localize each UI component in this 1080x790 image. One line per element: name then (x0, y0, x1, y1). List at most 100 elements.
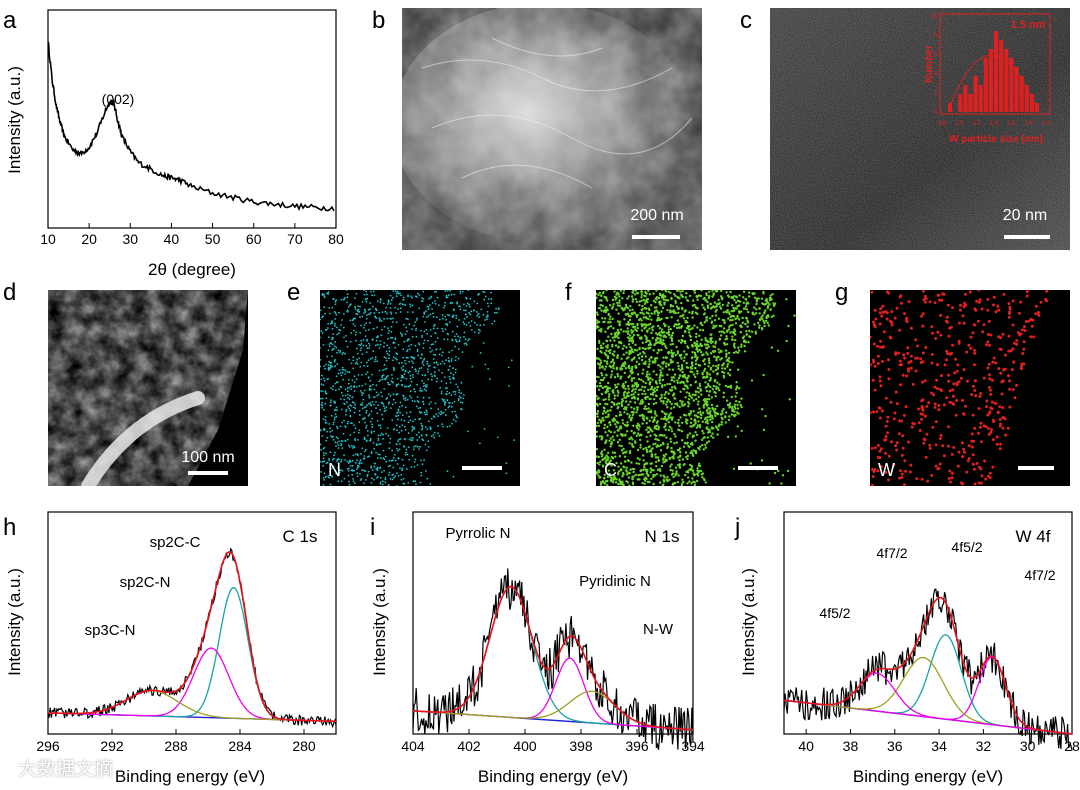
eds-signal-dot (342, 378, 344, 381)
eds-signal-dot (350, 362, 353, 365)
eds-signal-dot (697, 415, 700, 419)
eds-signal-dot (389, 337, 392, 339)
eds-signal-dot (403, 482, 406, 485)
eds-signal-dot (656, 468, 660, 472)
eds-signal-dot (606, 425, 609, 429)
eds-signal-dot (426, 316, 428, 319)
eds-signal-dot (623, 407, 626, 411)
eds-signal-dot (692, 410, 695, 413)
eds-signal-dot (448, 375, 451, 378)
eds-signal-dot (660, 328, 664, 331)
eds-signal-dot (341, 421, 343, 424)
eds-signal-dot (335, 299, 337, 302)
eds-signal-dot (597, 375, 600, 379)
eds-signal-dot (422, 396, 425, 399)
eds-signal-dot (349, 414, 352, 417)
eds-signal-dot (705, 343, 708, 346)
eds-signal-dot (1019, 367, 1023, 371)
eds-signal-dot (609, 437, 613, 440)
eds-signal-dot (709, 339, 713, 342)
eds-signal-dot (479, 329, 481, 332)
eds-signal-dot (899, 383, 903, 387)
eds-signal-dot (702, 448, 705, 451)
eds-signal-dot (773, 304, 776, 308)
eds-signal-dot (630, 312, 633, 315)
eds-signal-dot (327, 368, 330, 370)
eds-signal-dot (383, 325, 386, 328)
eds-signal-dot (348, 467, 350, 470)
eds-signal-dot (661, 385, 664, 389)
j-fit-envelope (783, 596, 1073, 735)
eds-signal-dot (631, 444, 634, 448)
histogram-bar (1019, 76, 1024, 112)
eds-signal-dot (465, 342, 467, 344)
eds-signal-dot (988, 388, 992, 392)
eds-signal-dot (1015, 339, 1019, 342)
eds-signal-dot (702, 398, 706, 402)
eds-signal-dot (406, 330, 408, 333)
sp2cc-label: sp2C-C (150, 534, 201, 551)
eds-signal-dot (682, 445, 686, 448)
eds-signal-dot (636, 384, 639, 388)
i-raw-spectrum (412, 568, 694, 750)
eds-signal-dot (344, 459, 347, 461)
eds-signal-dot (946, 444, 950, 448)
eds-signal-dot (601, 386, 605, 390)
eds-signal-dot (441, 317, 444, 320)
eds-signal-dot (333, 311, 336, 313)
eds-signal-dot (669, 412, 672, 415)
eds-signal-dot (603, 368, 606, 371)
eds-signal-dot (649, 380, 652, 384)
eds-signal-dot (465, 296, 467, 299)
eds-signal-dot (459, 290, 461, 293)
eds-signal-dot (402, 368, 405, 371)
eds-signal-dot (695, 342, 698, 346)
eds-signal-dot (596, 410, 600, 413)
eds-signal-dot (332, 466, 335, 469)
eds-signal-dot (643, 347, 647, 351)
eds-signal-dot (646, 301, 649, 304)
eds-signal-dot (427, 308, 430, 311)
eds-signal-dot (428, 396, 431, 399)
eds-signal-dot (391, 381, 394, 384)
eds-signal-dot (367, 414, 370, 417)
eds-signal-dot (710, 403, 714, 407)
eds-signal-dot (470, 320, 473, 322)
eds-signal-dot (729, 290, 732, 294)
eds-signal-dot (346, 345, 349, 348)
eds-signal-dot (356, 363, 359, 365)
eds-signal-dot (898, 469, 902, 473)
eds-signal-dot (639, 469, 642, 473)
eds-signal-dot (346, 468, 349, 470)
eds-signal-dot (448, 425, 451, 427)
eds-signal-dot (369, 302, 372, 304)
eds-signal-dot (962, 305, 966, 309)
eds-signal-dot (743, 339, 746, 342)
eds-signal-dot (418, 418, 420, 421)
eds-signal-dot (987, 333, 990, 337)
eds-signal-dot (409, 390, 412, 393)
eds-signal-dot (326, 355, 328, 358)
eds-signal-dot (353, 381, 356, 384)
eds-signal-dot (603, 385, 607, 389)
eds-signal-dot (376, 300, 379, 303)
eds-signal-dot (349, 460, 352, 463)
eds-signal-dot (484, 319, 486, 321)
eds-signal-dot (667, 417, 670, 420)
eds-signal-dot (691, 424, 695, 427)
eds-signal-dot (371, 417, 373, 420)
eds-signal-dot (332, 347, 335, 350)
eds-signal-dot (733, 405, 736, 409)
eds-signal-dot (606, 299, 609, 302)
eds-signal-dot (460, 408, 463, 411)
eds-signal-dot (359, 460, 361, 463)
xrd-chart: 10 20 30 40 50 60 70 80 (002) 2θ (degree) Inten… (5, 9, 344, 279)
eds-signal-dot (614, 344, 618, 347)
eds-signal-dot (418, 307, 421, 310)
eds-signal-dot (687, 392, 691, 395)
eds-signal-dot (334, 322, 337, 325)
eds-signal-dot (671, 368, 675, 371)
eds-signal-dot (415, 319, 418, 321)
eds-signal-dot (371, 373, 373, 376)
eds-signal-dot (992, 420, 996, 424)
